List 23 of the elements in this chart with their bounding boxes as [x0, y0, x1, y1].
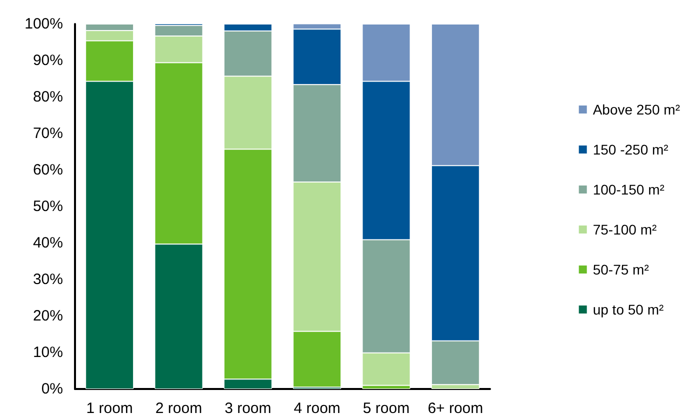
x-tick-label: 2 room: [155, 400, 202, 417]
y-tick-label: 0%: [41, 380, 63, 398]
y-tick-label: 100%: [24, 16, 63, 32]
x-tick-label: 1 room: [86, 400, 133, 417]
y-tick-label: 90%: [32, 52, 63, 69]
x-tick-label: 3 room: [224, 400, 272, 417]
legend-label: up to 50 m²: [592, 302, 664, 318]
y-tick-label: 10%: [32, 344, 63, 361]
y-tick-label: 80%: [32, 88, 63, 106]
legend-label: 50-75 m²: [592, 262, 650, 278]
legend-label: 75-100 m²: [592, 222, 657, 238]
y-tick-label: 50%: [32, 198, 63, 215]
legend-label: 150 -250 m²: [592, 142, 669, 158]
x-tick-label: 6+ room: [428, 400, 484, 417]
y-tick-label: 70%: [32, 125, 63, 142]
y-tick-label: 60%: [32, 162, 63, 178]
legend-label: 100-150 m²: [592, 182, 665, 198]
y-tick-label: 30%: [32, 271, 63, 288]
y-tick-label: 40%: [32, 234, 63, 252]
x-tick-label: 5 room: [362, 400, 410, 417]
y-tick-label: 20%: [32, 308, 63, 324]
legend-label: Above 250 m²: [592, 102, 680, 118]
x-tick-label: 4 room: [294, 400, 340, 417]
